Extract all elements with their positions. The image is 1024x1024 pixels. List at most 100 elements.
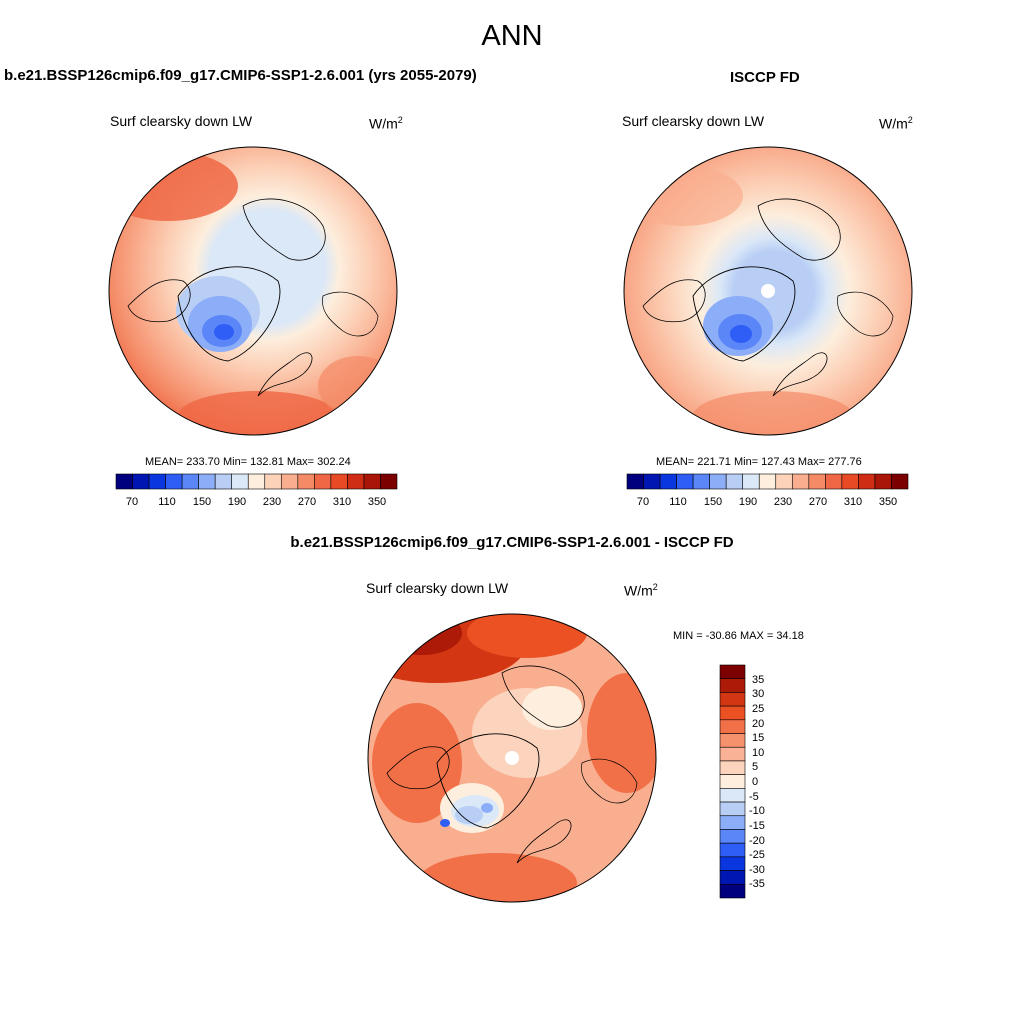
colorbar-swatch	[719, 760, 746, 775]
panel1-colorbar-tick: 150	[192, 496, 212, 508]
diff-units: W/m2	[624, 582, 658, 599]
panel2-colorbar-tick: 110	[669, 496, 687, 508]
diff-colorbar	[719, 664, 746, 899]
colorbar-swatch	[676, 473, 694, 490]
diff-colorbar-label: 30	[752, 688, 765, 700]
colorbar-swatch	[719, 829, 746, 844]
colorbar-swatch	[874, 473, 892, 490]
colorbar-swatch	[297, 473, 315, 490]
colorbar-swatch	[347, 473, 365, 490]
colorbar-swatch	[719, 719, 746, 734]
panel2-colorbar-tick: 190	[738, 496, 758, 508]
diff-variable-label: Surf clearsky down LW	[366, 580, 509, 596]
colorbar-swatch	[115, 473, 133, 490]
panel1-variable-label: Surf clearsky down LW	[110, 113, 253, 129]
colorbar-swatch	[709, 473, 727, 490]
panel2-colorbar-tick: 230	[773, 496, 793, 508]
diff-colorbar-label: 25	[752, 703, 765, 715]
diff-polar-map	[367, 613, 657, 903]
panel2-polar-map	[623, 146, 913, 436]
diff-colorbar-label: -10	[749, 805, 765, 817]
diff-colorbar-label: 15	[752, 732, 765, 744]
panel1-case-title: b.e21.BSSP126cmip6.f09_g17.CMIP6-SSP1-2.…	[4, 67, 477, 84]
panel2-units: W/m2	[879, 115, 913, 132]
panel1-colorbar-tick: 190	[227, 496, 247, 508]
colorbar-swatch	[165, 473, 183, 490]
colorbar-swatch	[247, 473, 266, 490]
colorbar-swatch	[719, 815, 746, 830]
panel1-colorbar-tick: 310	[332, 496, 352, 508]
colorbar-swatch	[825, 473, 843, 490]
diff-colorbar-label: 0	[752, 776, 759, 788]
colorbar-swatch	[719, 842, 746, 858]
colorbar-swatch	[742, 473, 760, 490]
diff-colorbar-label: -20	[749, 835, 765, 847]
colorbar-swatch	[181, 473, 199, 490]
panel2-case-title: ISCCP FD	[730, 69, 800, 86]
colorbar-swatch	[380, 473, 398, 490]
diff-colorbar-label: -25	[749, 849, 765, 861]
colorbar-swatch	[692, 473, 710, 490]
diff-case-title: b.e21.BSSP126cmip6.f09_g17.CMIP6-SSP1-2.…	[290, 534, 734, 551]
diff-colorbar-label: 5	[752, 761, 759, 773]
colorbar-swatch	[719, 705, 746, 721]
colorbar-swatch	[775, 473, 793, 490]
colorbar-swatch	[719, 774, 746, 789]
colorbar-swatch	[659, 473, 677, 490]
colorbar-swatch	[719, 733, 746, 748]
colorbar-swatch	[725, 473, 744, 490]
panel1-colorbar-tick: 230	[262, 496, 282, 508]
colorbar-swatch	[280, 473, 299, 490]
panel1-polar-map	[108, 146, 398, 436]
colorbar-swatch	[264, 473, 282, 490]
colorbar-swatch	[719, 788, 746, 803]
diff-colorbar-label: 10	[752, 747, 765, 759]
diff-stats: MIN = -30.86 MAX = 34.18	[673, 630, 804, 642]
panel1-colorbar-tick: 70	[125, 496, 139, 508]
colorbar-swatch	[132, 473, 150, 490]
colorbar-swatch	[330, 473, 348, 490]
colorbar-swatch	[841, 473, 859, 490]
diff-colorbar-label: -35	[749, 878, 765, 890]
panel1-colorbar	[115, 473, 398, 490]
panel2-variable-label: Surf clearsky down LW	[622, 113, 765, 129]
colorbar-swatch	[719, 883, 746, 899]
colorbar-swatch	[719, 801, 746, 817]
colorbar-swatch	[198, 473, 216, 490]
colorbar-swatch	[858, 473, 876, 490]
diff-colorbar-label: -30	[749, 864, 765, 876]
panel2-colorbar-tick: 310	[843, 496, 863, 508]
colorbar-swatch	[719, 746, 746, 762]
colorbar-swatch	[758, 473, 777, 490]
panel1-colorbar-tick: 350	[367, 496, 387, 508]
colorbar-swatch	[891, 473, 909, 490]
panel2-colorbar-tick: 150	[703, 496, 723, 508]
panel2-colorbar-tick: 270	[808, 496, 828, 508]
colorbar-swatch	[719, 692, 746, 707]
colorbar-swatch	[231, 473, 249, 490]
diff-colorbar-label: -15	[749, 820, 765, 832]
colorbar-swatch	[791, 473, 810, 490]
colorbar-swatch	[363, 473, 381, 490]
panel2-stats: MEAN= 221.71 Min= 127.43 Max= 277.76	[656, 456, 862, 468]
panel2-colorbar	[626, 473, 909, 490]
colorbar-swatch	[148, 473, 166, 490]
colorbar-swatch	[643, 473, 661, 490]
colorbar-swatch	[626, 473, 644, 490]
colorbar-swatch	[214, 473, 233, 490]
panel1-colorbar-tick: 270	[297, 496, 317, 508]
panel2-colorbar-tick: 350	[878, 496, 898, 508]
diff-colorbar-label: 35	[752, 674, 765, 686]
diff-colorbar-label: -5	[749, 791, 759, 803]
colorbar-swatch	[719, 870, 746, 885]
panel1-stats: MEAN= 233.70 Min= 132.81 Max= 302.24	[145, 456, 351, 468]
panel1-colorbar-tick: 110	[158, 496, 176, 508]
colorbar-swatch	[314, 473, 332, 490]
diff-colorbar-label: 20	[752, 718, 765, 730]
colorbar-swatch	[719, 856, 746, 871]
figure-title: ANN	[481, 20, 543, 52]
panel2-colorbar-tick: 70	[636, 496, 650, 508]
colorbar-swatch	[719, 678, 746, 693]
colorbar-swatch	[719, 664, 746, 680]
colorbar-swatch	[808, 473, 826, 490]
